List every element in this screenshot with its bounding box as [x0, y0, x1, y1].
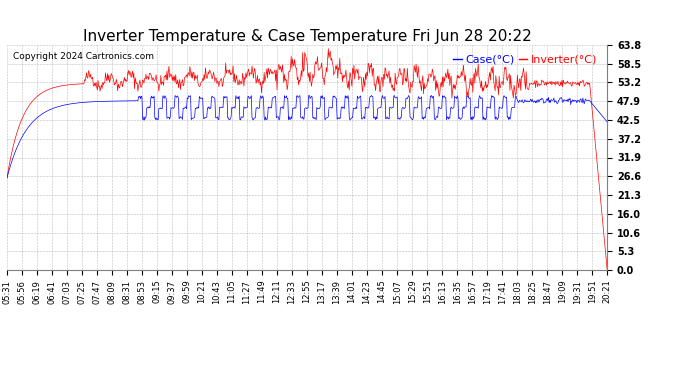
Text: Copyright 2024 Cartronics.com: Copyright 2024 Cartronics.com	[13, 52, 154, 61]
Title: Inverter Temperature & Case Temperature Fri Jun 28 20:22: Inverter Temperature & Case Temperature …	[83, 29, 531, 44]
Legend: Case(°C), Inverter(°C): Case(°C), Inverter(°C)	[448, 51, 602, 69]
